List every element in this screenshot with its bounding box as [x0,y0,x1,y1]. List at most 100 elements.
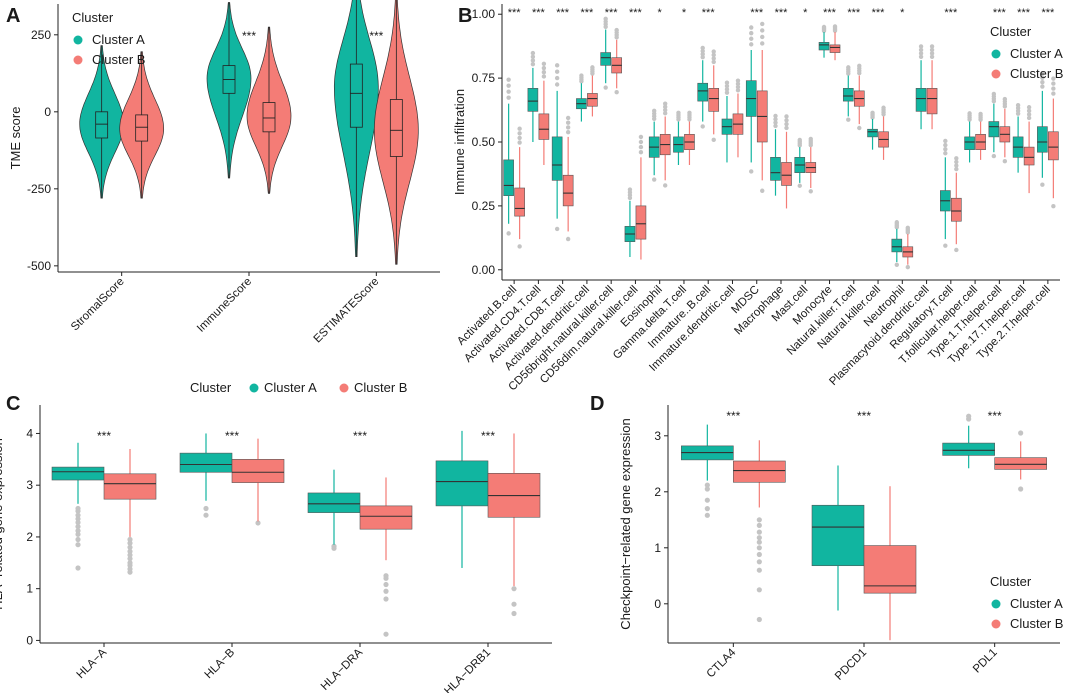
outlier-point [711,56,716,61]
significance-marker: *** [1041,7,1055,19]
outlier-point [749,169,754,174]
significance-marker: *** [629,7,643,19]
legend-title: Cluster [72,10,114,25]
outlier-point [554,69,560,74]
outlier-point [127,552,133,558]
outlier-point [821,24,827,30]
significance-marker: *** [556,7,570,19]
outlier-point [1002,96,1008,102]
outlier-point [1026,108,1032,114]
outlier-point [517,135,522,141]
outlier-point [651,108,657,114]
outlier-point [905,225,911,231]
outlier-point [918,44,924,49]
significance-marker: *** [872,7,886,19]
significance-marker: *** [988,409,1002,423]
x-tick-label: HLA−DRA [319,646,365,692]
box-cluster-b-box [1048,131,1059,161]
outlier-point [711,52,716,58]
outlier-point [700,45,705,51]
legend-label: Cluster A [264,380,317,395]
outlier-point [383,596,389,602]
outlier-point [638,139,644,145]
y-tick-label: -500 [27,259,51,273]
legend-label: Cluster A [92,32,145,47]
outlier-point [75,528,81,534]
significance-marker: *** [481,429,495,443]
outlier-point [530,50,536,56]
outlier-point [506,95,511,100]
outlier-point [662,107,668,113]
outlier-point [1040,182,1045,187]
outlier-point [954,156,959,161]
outlier-point [1026,112,1032,117]
y-axis-label: TME score [8,107,23,170]
violin-box [262,102,276,133]
outlier-point [383,588,389,594]
outlier-point [517,140,522,145]
y-tick-label: -250 [27,182,51,196]
outlier-point [870,110,875,116]
outlier-point [966,413,972,419]
legend-title: Cluster [990,24,1032,39]
outlier-point [565,125,571,130]
panel-label: A [6,5,20,27]
significance-marker: *** [580,7,594,19]
y-tick-label: 0 [654,597,661,611]
outlier-point [756,616,762,623]
significance-marker: *** [1017,7,1031,19]
x-tick-label: PDL1 [971,647,1000,676]
box-cluster-a-box [770,157,781,181]
outlier-point [954,166,959,172]
outlier-point [773,120,778,125]
outlier-point [749,25,754,30]
panel-label: D [590,393,604,415]
outlier-point [255,520,261,526]
outlier-point [881,105,886,110]
outlier-point [127,556,133,562]
y-tick-label: 0.50 [472,135,496,149]
outlier-point [704,512,710,518]
box-cluster-a-box [51,466,105,481]
outlier-point [1015,103,1021,108]
outlier-point [756,517,762,523]
legend-label: Cluster A [1010,596,1063,611]
outlier-point [760,188,765,193]
significance-marker: *** [857,409,871,423]
outlier-point [704,506,710,512]
outlier-point [700,48,705,54]
legend-label: Cluster B [1010,66,1063,81]
legend-label: Cluster B [354,380,407,395]
outlier-point [797,137,802,143]
outlier-point [638,134,644,140]
outlier-point [711,49,716,54]
outlier-point [749,42,754,47]
outlier-point [954,163,959,168]
outlier-point [954,159,959,165]
outlier-point [541,65,547,71]
outlier-point [1040,71,1045,76]
outlier-point [565,129,571,135]
box-cluster-b-box [514,187,525,217]
outlier-point [614,27,619,33]
outlier-point [929,54,935,59]
outlier-point [724,90,730,95]
x-tick-label: PDCD1 [833,647,869,683]
outlier-point [383,631,389,637]
box-cluster-a-box [915,88,927,112]
violin-box [349,63,363,128]
outlier-point [724,80,730,85]
legend-label: Cluster B [1010,616,1063,631]
outlier-point [1026,105,1032,110]
outlier-point [331,543,337,549]
outlier-point [1040,84,1045,89]
outlier-point [1018,430,1024,436]
outlier-point [756,567,762,573]
significance-marker: *** [993,7,1007,19]
outlier-point [857,63,862,69]
outlier-point [749,36,754,41]
outlier-point [1026,115,1032,121]
outlier-point [383,581,389,588]
box-cluster-b-box [829,44,841,53]
box-cluster-b-box [562,174,574,207]
